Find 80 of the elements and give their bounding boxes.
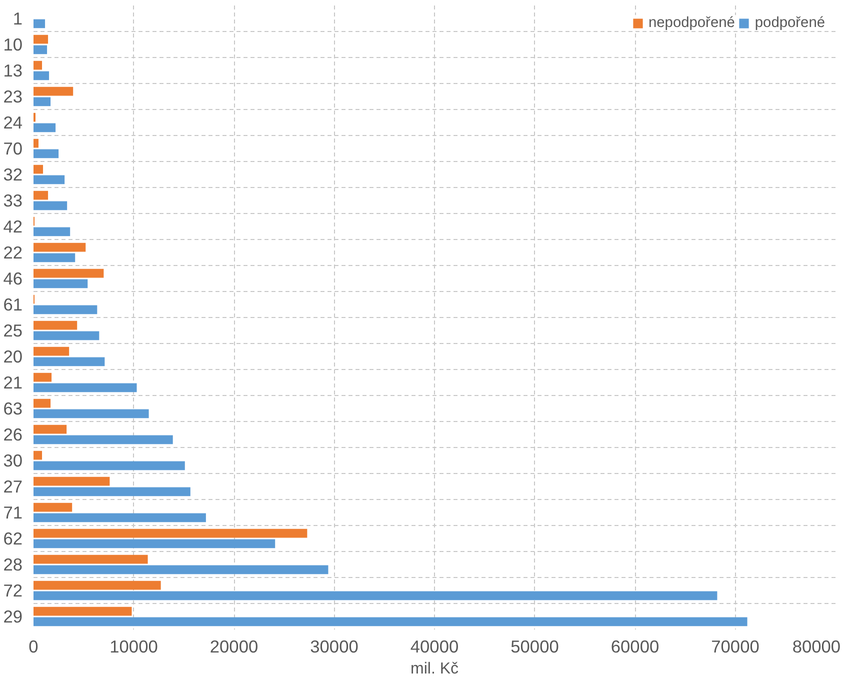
y-tick-label: 63 — [3, 398, 23, 418]
y-tick-label: 13 — [3, 60, 23, 80]
y-tick-label: 26 — [3, 424, 23, 444]
bar — [34, 476, 110, 486]
y-tick-label: 70 — [3, 138, 23, 158]
y-tick-label: 1 — [12, 8, 23, 28]
bar — [34, 268, 104, 278]
x-tick-label: 30000 — [310, 636, 358, 656]
bar — [34, 19, 46, 28]
bar — [34, 60, 42, 70]
bar — [34, 138, 39, 148]
y-tick-label: 30 — [3, 450, 23, 470]
bar — [34, 279, 88, 288]
bar — [34, 34, 48, 44]
legend-label: podpořené — [754, 15, 825, 31]
bar — [34, 227, 70, 236]
bar — [34, 71, 50, 80]
bar — [34, 398, 51, 408]
bar — [34, 554, 148, 564]
x-tick-label: 50000 — [510, 636, 559, 656]
bar — [34, 606, 132, 616]
bar — [34, 580, 161, 590]
bar — [34, 528, 308, 538]
bar — [34, 617, 748, 626]
y-tick-label: 46 — [3, 268, 23, 288]
bar — [34, 383, 137, 392]
bar — [34, 372, 52, 382]
bar — [34, 513, 206, 522]
bar — [34, 591, 718, 600]
bar — [34, 320, 78, 330]
y-tick-label: 33 — [3, 190, 23, 210]
bar — [34, 565, 328, 574]
y-tick-label: 22 — [3, 242, 23, 262]
y-tick-label: 32 — [3, 164, 23, 184]
y-tick-label: 24 — [3, 112, 23, 132]
bar — [34, 97, 51, 106]
x-tick-label: 60000 — [610, 636, 660, 656]
y-tick-label: 20 — [3, 346, 23, 366]
y-tick-label: 28 — [3, 554, 23, 574]
bar — [34, 487, 190, 496]
bar — [34, 242, 86, 252]
y-tick-label: 21 — [3, 372, 23, 392]
bar — [34, 123, 56, 132]
bar — [34, 164, 44, 174]
bar — [34, 424, 67, 434]
bar — [34, 86, 74, 96]
bar — [34, 305, 98, 314]
x-tick-label: 40000 — [410, 636, 459, 656]
bar — [34, 409, 149, 418]
x-tick-label: 0 — [28, 636, 38, 656]
bar — [34, 45, 48, 54]
y-tick-label: 71 — [3, 502, 23, 522]
y-tick-label: 25 — [3, 320, 23, 340]
y-tick-label: 62 — [3, 528, 23, 548]
x-tick-label: 70000 — [711, 636, 760, 656]
bar — [34, 331, 100, 340]
bar — [34, 435, 173, 444]
bar — [34, 450, 42, 460]
y-tick-label: 10 — [3, 34, 23, 54]
bar — [34, 461, 185, 470]
bar — [34, 190, 48, 200]
x-tick-label: 80000 — [792, 636, 840, 656]
y-tick-label: 27 — [3, 476, 23, 496]
bar — [34, 539, 276, 548]
bar — [34, 502, 72, 512]
bar — [34, 357, 105, 366]
bar — [34, 201, 68, 210]
bar — [34, 253, 76, 262]
y-tick-label: 72 — [3, 580, 23, 600]
x-axis-title: mil. Kč — [410, 660, 458, 678]
y-tick-label: 42 — [3, 216, 23, 236]
x-tick-label: 10000 — [110, 636, 158, 656]
y-tick-label: 61 — [3, 294, 23, 314]
x-tick-label: 20000 — [210, 636, 258, 656]
legend-label: nepodpořené — [648, 15, 735, 31]
bar — [34, 175, 65, 184]
bar — [34, 149, 59, 158]
y-tick-label: 23 — [3, 86, 23, 106]
bar — [34, 346, 70, 356]
y-tick-label: 29 — [3, 606, 23, 626]
